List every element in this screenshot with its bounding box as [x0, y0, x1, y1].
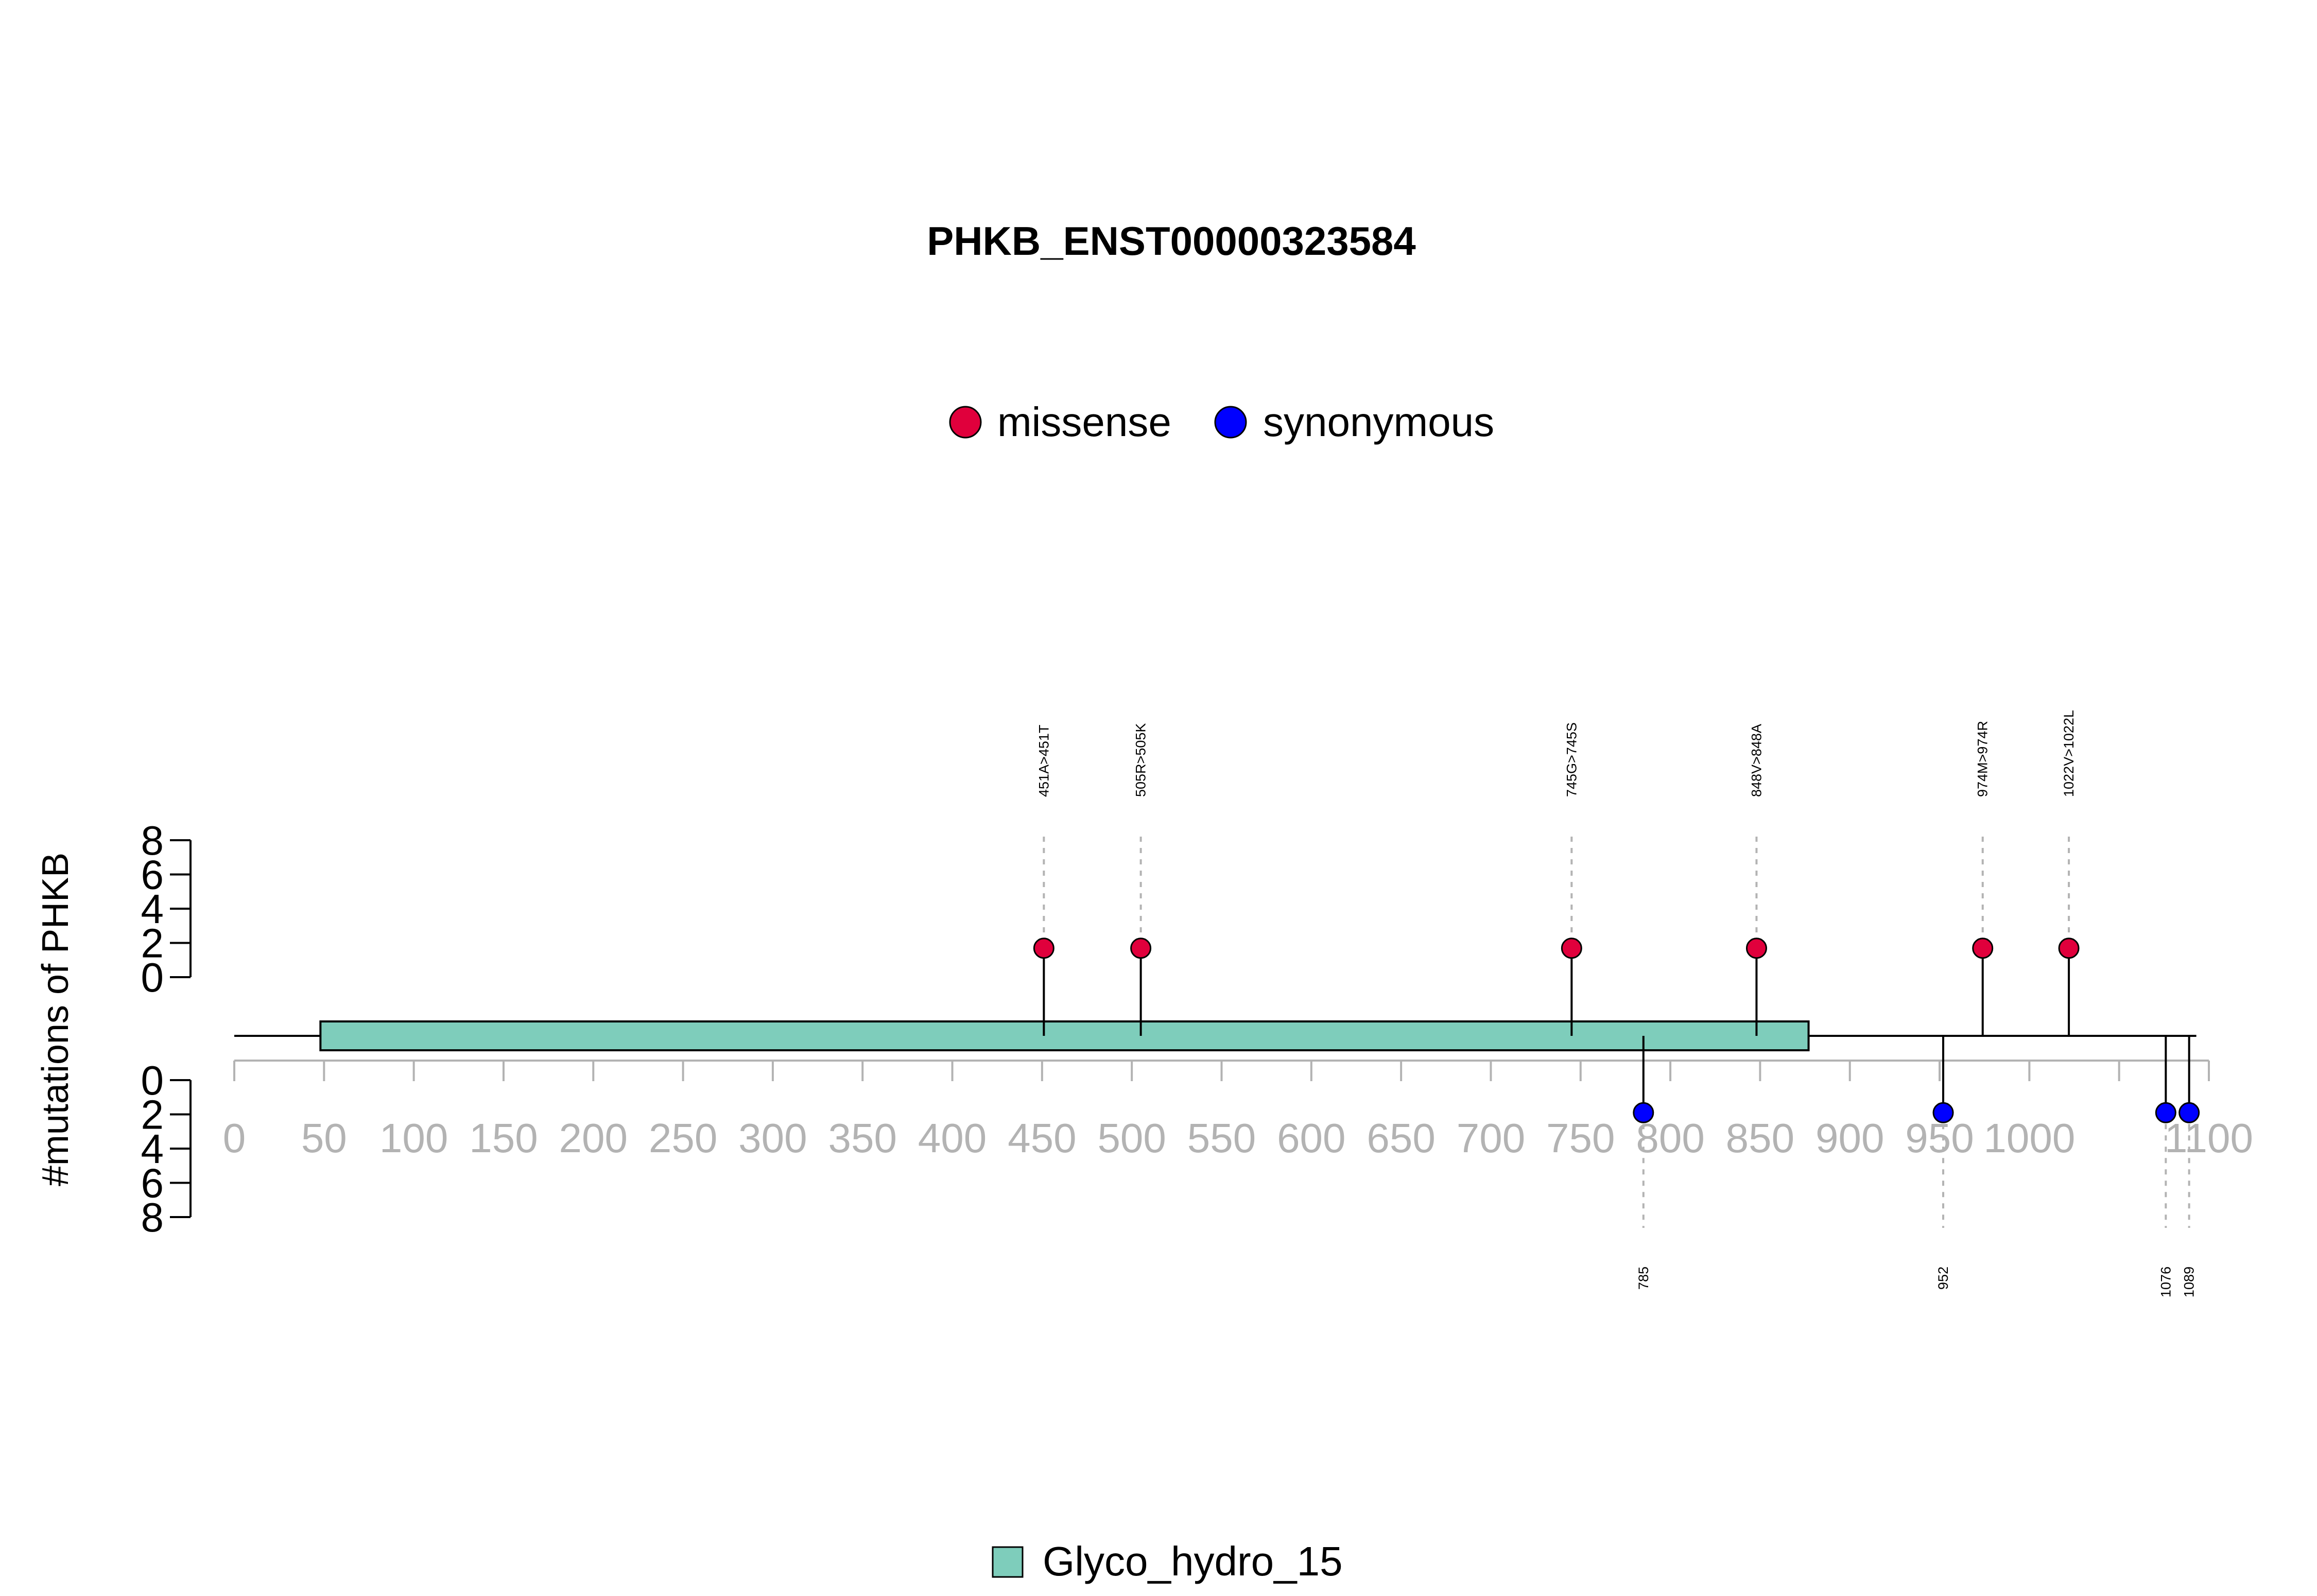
x-tick-label: 550 [1187, 1115, 1256, 1161]
lollipop-head-missense [1972, 938, 1994, 959]
lollipop-head-missense [1745, 938, 1767, 959]
y-tick-label-lower: 6 [141, 1160, 164, 1206]
x-tick-label: 600 [1277, 1115, 1345, 1161]
chart-title: PHKB_ENST00000323584 [927, 218, 1416, 264]
y-tick-label-upper: 6 [141, 852, 164, 898]
x-tick-label: 350 [828, 1115, 896, 1161]
x-tick-label: 250 [649, 1115, 717, 1161]
domain-legend-swatch [992, 1546, 1024, 1578]
x-tick-label: 50 [301, 1115, 347, 1161]
lollipops-upper: 451A>451T 505R>505K 745G>745S 848V>848A 974M… [1033, 710, 2080, 1036]
y-tick-label-lower: 8 [141, 1194, 164, 1240]
domain-box [319, 1020, 1810, 1051]
mutation-label-lower: 785 [1636, 1267, 1651, 1290]
y-axis-label: #mutations of PHKB [35, 853, 76, 1186]
lollipop-head-missense [1130, 938, 1152, 959]
lollipop-head-missense [1561, 938, 1582, 959]
lollipop-head-synonymous [1932, 1102, 1954, 1123]
x-axis: 0 50 100 150 200 250 300 350 400 450 500 550 600 650 7… [223, 1060, 2253, 1161]
lollipops-lower: 785 952 1076 1089 [1633, 1036, 2200, 1297]
y-tick-label-upper: 2 [141, 921, 164, 966]
x-tick-label: 400 [918, 1115, 987, 1161]
y-tick-label-lower: 4 [141, 1126, 164, 1172]
y-tick-label-upper: 4 [141, 886, 164, 932]
mutation-label-lower: 952 [1935, 1267, 1951, 1290]
lollipop-head-synonymous [2155, 1102, 2176, 1123]
x-tick-label: 950 [1905, 1115, 1974, 1161]
x-tick-label: 300 [738, 1115, 807, 1161]
x-tick-label: 650 [1367, 1115, 1435, 1161]
mutation-label-lower: 1076 [2158, 1267, 2173, 1297]
y-tick-label-lower: 2 [141, 1092, 164, 1138]
legend-marker-synonymous [1214, 406, 1247, 439]
x-tick-label: 150 [469, 1115, 538, 1161]
legend-label-synonymous: synonymous [1263, 399, 1494, 445]
mutation-label-upper: 451A>451T [1036, 725, 1051, 797]
legend-marker-missense [949, 406, 982, 439]
mutation-label-upper: 1022V>1022L [2061, 710, 2077, 797]
y-tick-label-lower: 0 [141, 1057, 164, 1103]
legend-label-missense: missense [997, 399, 1171, 445]
x-tick-label: 0 [223, 1115, 246, 1161]
mutation-label-lower: 1089 [2182, 1267, 2197, 1297]
x-tick-label: 850 [1726, 1115, 1794, 1161]
x-tick-label: 750 [1546, 1115, 1615, 1161]
mutation-label-upper: 505R>505K [1133, 723, 1149, 797]
x-tick-label: 900 [1815, 1115, 1884, 1161]
lollipop-head-missense [1033, 938, 1054, 959]
domain-legend: Glyco_hydro_15 [992, 1538, 1343, 1584]
x-tick-label: 1000 [1983, 1115, 2075, 1161]
mutation-type-legend: missense synonymous [949, 399, 1494, 445]
lollipop-head-synonymous [1633, 1102, 1654, 1123]
mutation-label-upper: 974M>974R [1975, 721, 1991, 797]
domain-legend-label: Glyco_hydro_15 [1043, 1538, 1343, 1584]
y-tick-label-upper: 0 [141, 955, 164, 1000]
x-tick-label: 100 [379, 1115, 448, 1161]
x-tick-label: 450 [1008, 1115, 1076, 1161]
mutation-label-upper: 848V>848A [1749, 724, 1764, 797]
mutation-label-upper: 745G>745S [1564, 722, 1579, 797]
lollipop-head-missense [2058, 938, 2080, 959]
x-tick-label: 800 [1636, 1115, 1704, 1161]
lollipop-head-synonymous [2178, 1102, 2200, 1123]
x-tick-label: 500 [1097, 1115, 1166, 1161]
x-tick-label: 700 [1457, 1115, 1525, 1161]
x-tick-label: 1100 [2165, 1115, 2253, 1161]
y-tick-label-upper: 8 [141, 818, 164, 863]
x-tick-label: 200 [559, 1115, 628, 1161]
domain-track [319, 1020, 1810, 1051]
